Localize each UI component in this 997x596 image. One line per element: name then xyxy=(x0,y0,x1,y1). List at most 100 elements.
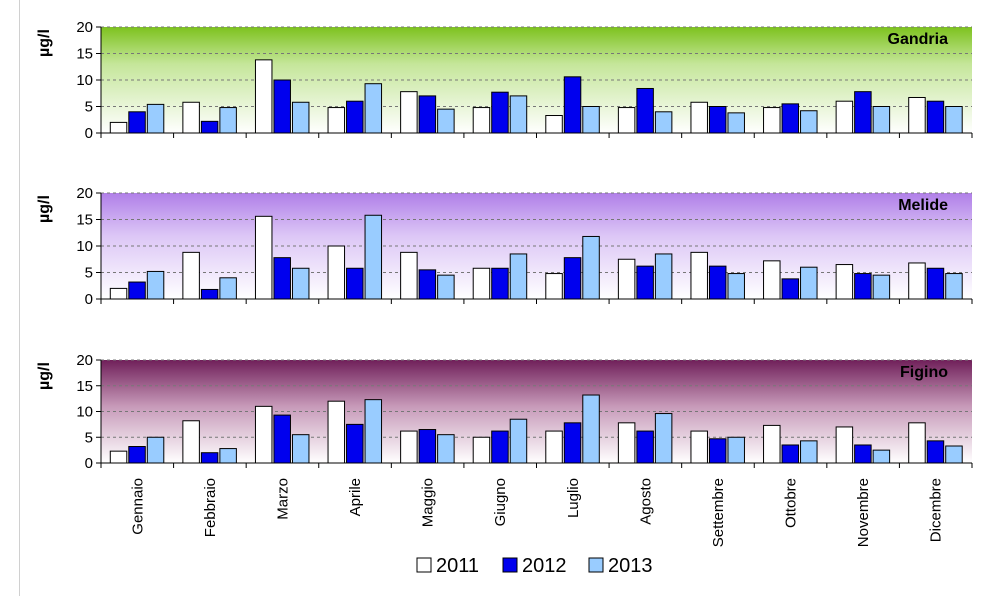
bar-2012-ottobre xyxy=(781,103,800,134)
bar-2011-febbraio xyxy=(182,420,200,464)
bar-2011-giugno xyxy=(472,436,491,464)
bar-2013-marzo xyxy=(291,101,310,134)
bar-2011-gennaio xyxy=(109,287,128,300)
panel-figino: 0 5 10 15 20 µg/l Figino xyxy=(36,352,973,472)
bar-2013-settembre xyxy=(727,112,745,134)
bar-2012-giugno xyxy=(491,267,509,300)
bar-2011-settembre xyxy=(690,101,708,134)
bar-2013-gennaio xyxy=(146,103,165,134)
bar-2011-agosto xyxy=(617,422,636,464)
bar-2011-dicembre xyxy=(908,422,926,464)
bar-2012-agosto xyxy=(636,430,654,464)
y-tick-label: 10 xyxy=(76,404,93,421)
bar-2012-settembre xyxy=(708,265,727,300)
bar-2011-giugno xyxy=(472,107,491,134)
y-tick-label: 10 xyxy=(76,238,93,255)
category-label: Luglio xyxy=(565,478,582,518)
bar-2012-gennaio xyxy=(128,281,146,300)
bar-2012-agosto xyxy=(636,265,654,300)
bar-2012-maggio xyxy=(418,95,437,134)
bar-2013-luglio xyxy=(582,106,600,134)
bar-2013-dicembre xyxy=(945,445,963,464)
bar-2011-novembre xyxy=(835,264,854,300)
bar-2011-marzo xyxy=(254,405,273,464)
bar-2013-febbraio xyxy=(219,277,237,300)
bar-2011-novembre xyxy=(835,100,854,134)
bar-2012-gennaio xyxy=(128,446,146,464)
bar-2013-ottobre xyxy=(800,440,818,464)
bar-2011-agosto xyxy=(617,258,636,300)
bar-2012-novembre xyxy=(854,91,872,134)
bar-2011-aprile xyxy=(327,107,346,134)
bar-2012-settembre xyxy=(708,438,727,464)
bar-2011-maggio xyxy=(400,430,418,464)
bar-2013-ottobre xyxy=(800,266,818,300)
bar-2013-maggio xyxy=(437,434,455,464)
bar-2011-gennaio xyxy=(109,121,128,134)
bar-2011-settembre xyxy=(690,430,708,464)
y-tick-label: 20 xyxy=(76,352,93,369)
category-label: Agosto xyxy=(637,478,654,525)
bar-2013-novembre xyxy=(872,274,891,300)
bar-2012-dicembre xyxy=(926,100,945,134)
y-tick-label: 5 xyxy=(85,99,93,116)
bar-2013-aprile xyxy=(364,399,383,464)
bar-2011-giugno xyxy=(472,267,491,300)
bar-2012-luglio xyxy=(563,76,582,134)
bar-2011-aprile xyxy=(327,245,346,300)
y-tick-label: 15 xyxy=(76,212,93,229)
bar-2012-gennaio xyxy=(128,111,146,134)
bar-2011-agosto xyxy=(617,107,636,134)
bar-2012-aprile xyxy=(346,423,364,464)
bar-2012-luglio xyxy=(563,257,582,300)
bar-2013-settembre xyxy=(727,273,745,300)
legend-swatch-2013 xyxy=(588,557,604,573)
bar-2012-aprile xyxy=(346,267,364,300)
y-axis-label: µg/l xyxy=(36,29,53,57)
legend-label-2011: 2011 xyxy=(436,555,479,577)
y-tick-label: 0 xyxy=(85,455,93,472)
bar-2012-febbraio xyxy=(200,452,219,464)
bar-2011-febbraio xyxy=(182,251,200,300)
bar-2013-gennaio xyxy=(146,436,165,464)
bar-2013-maggio xyxy=(437,108,455,134)
bar-2013-agosto xyxy=(654,253,673,300)
bar-2013-agosto xyxy=(654,413,673,464)
category-label: Febbraio xyxy=(202,478,219,537)
bar-2012-ottobre xyxy=(781,444,800,464)
bar-2011-dicembre xyxy=(908,96,926,134)
bar-2013-marzo xyxy=(291,434,310,464)
bar-2013-aprile xyxy=(364,83,383,134)
category-label: Marzo xyxy=(274,478,291,520)
bar-2011-marzo xyxy=(254,215,273,300)
panel-title: Figino xyxy=(900,364,948,381)
bar-2013-ottobre xyxy=(800,110,818,134)
bar-2012-dicembre xyxy=(926,440,945,464)
category-label: Settembre xyxy=(710,478,727,547)
bar-2011-gennaio xyxy=(109,450,128,464)
bar-2011-aprile xyxy=(327,400,346,464)
bar-2012-novembre xyxy=(854,273,872,300)
left-border-line xyxy=(19,0,20,596)
category-label: Ottobre xyxy=(783,478,800,528)
bar-2013-marzo xyxy=(291,267,310,300)
bar-2013-febbraio xyxy=(219,448,237,464)
panel-title: Gandria xyxy=(888,31,949,48)
y-tick-label: 5 xyxy=(85,265,93,282)
bar-2012-febbraio xyxy=(200,120,219,134)
bar-2012-giugno xyxy=(491,91,509,134)
bar-2013-aprile xyxy=(364,214,383,300)
bar-2013-dicembre xyxy=(945,106,963,134)
bar-2013-gennaio xyxy=(146,270,165,300)
category-label: Novembre xyxy=(855,478,872,547)
bar-2013-novembre xyxy=(872,106,891,134)
bar-2012-novembre xyxy=(854,444,872,464)
y-tick-label: 0 xyxy=(85,125,93,142)
y-axis-label: µg/l xyxy=(36,195,53,223)
category-label: Aprile xyxy=(347,478,364,516)
bar-2013-maggio xyxy=(437,274,455,300)
bar-2012-settembre xyxy=(708,106,727,134)
legend-label-2012: 2012 xyxy=(522,555,567,577)
bar-2012-ottobre xyxy=(781,278,800,300)
